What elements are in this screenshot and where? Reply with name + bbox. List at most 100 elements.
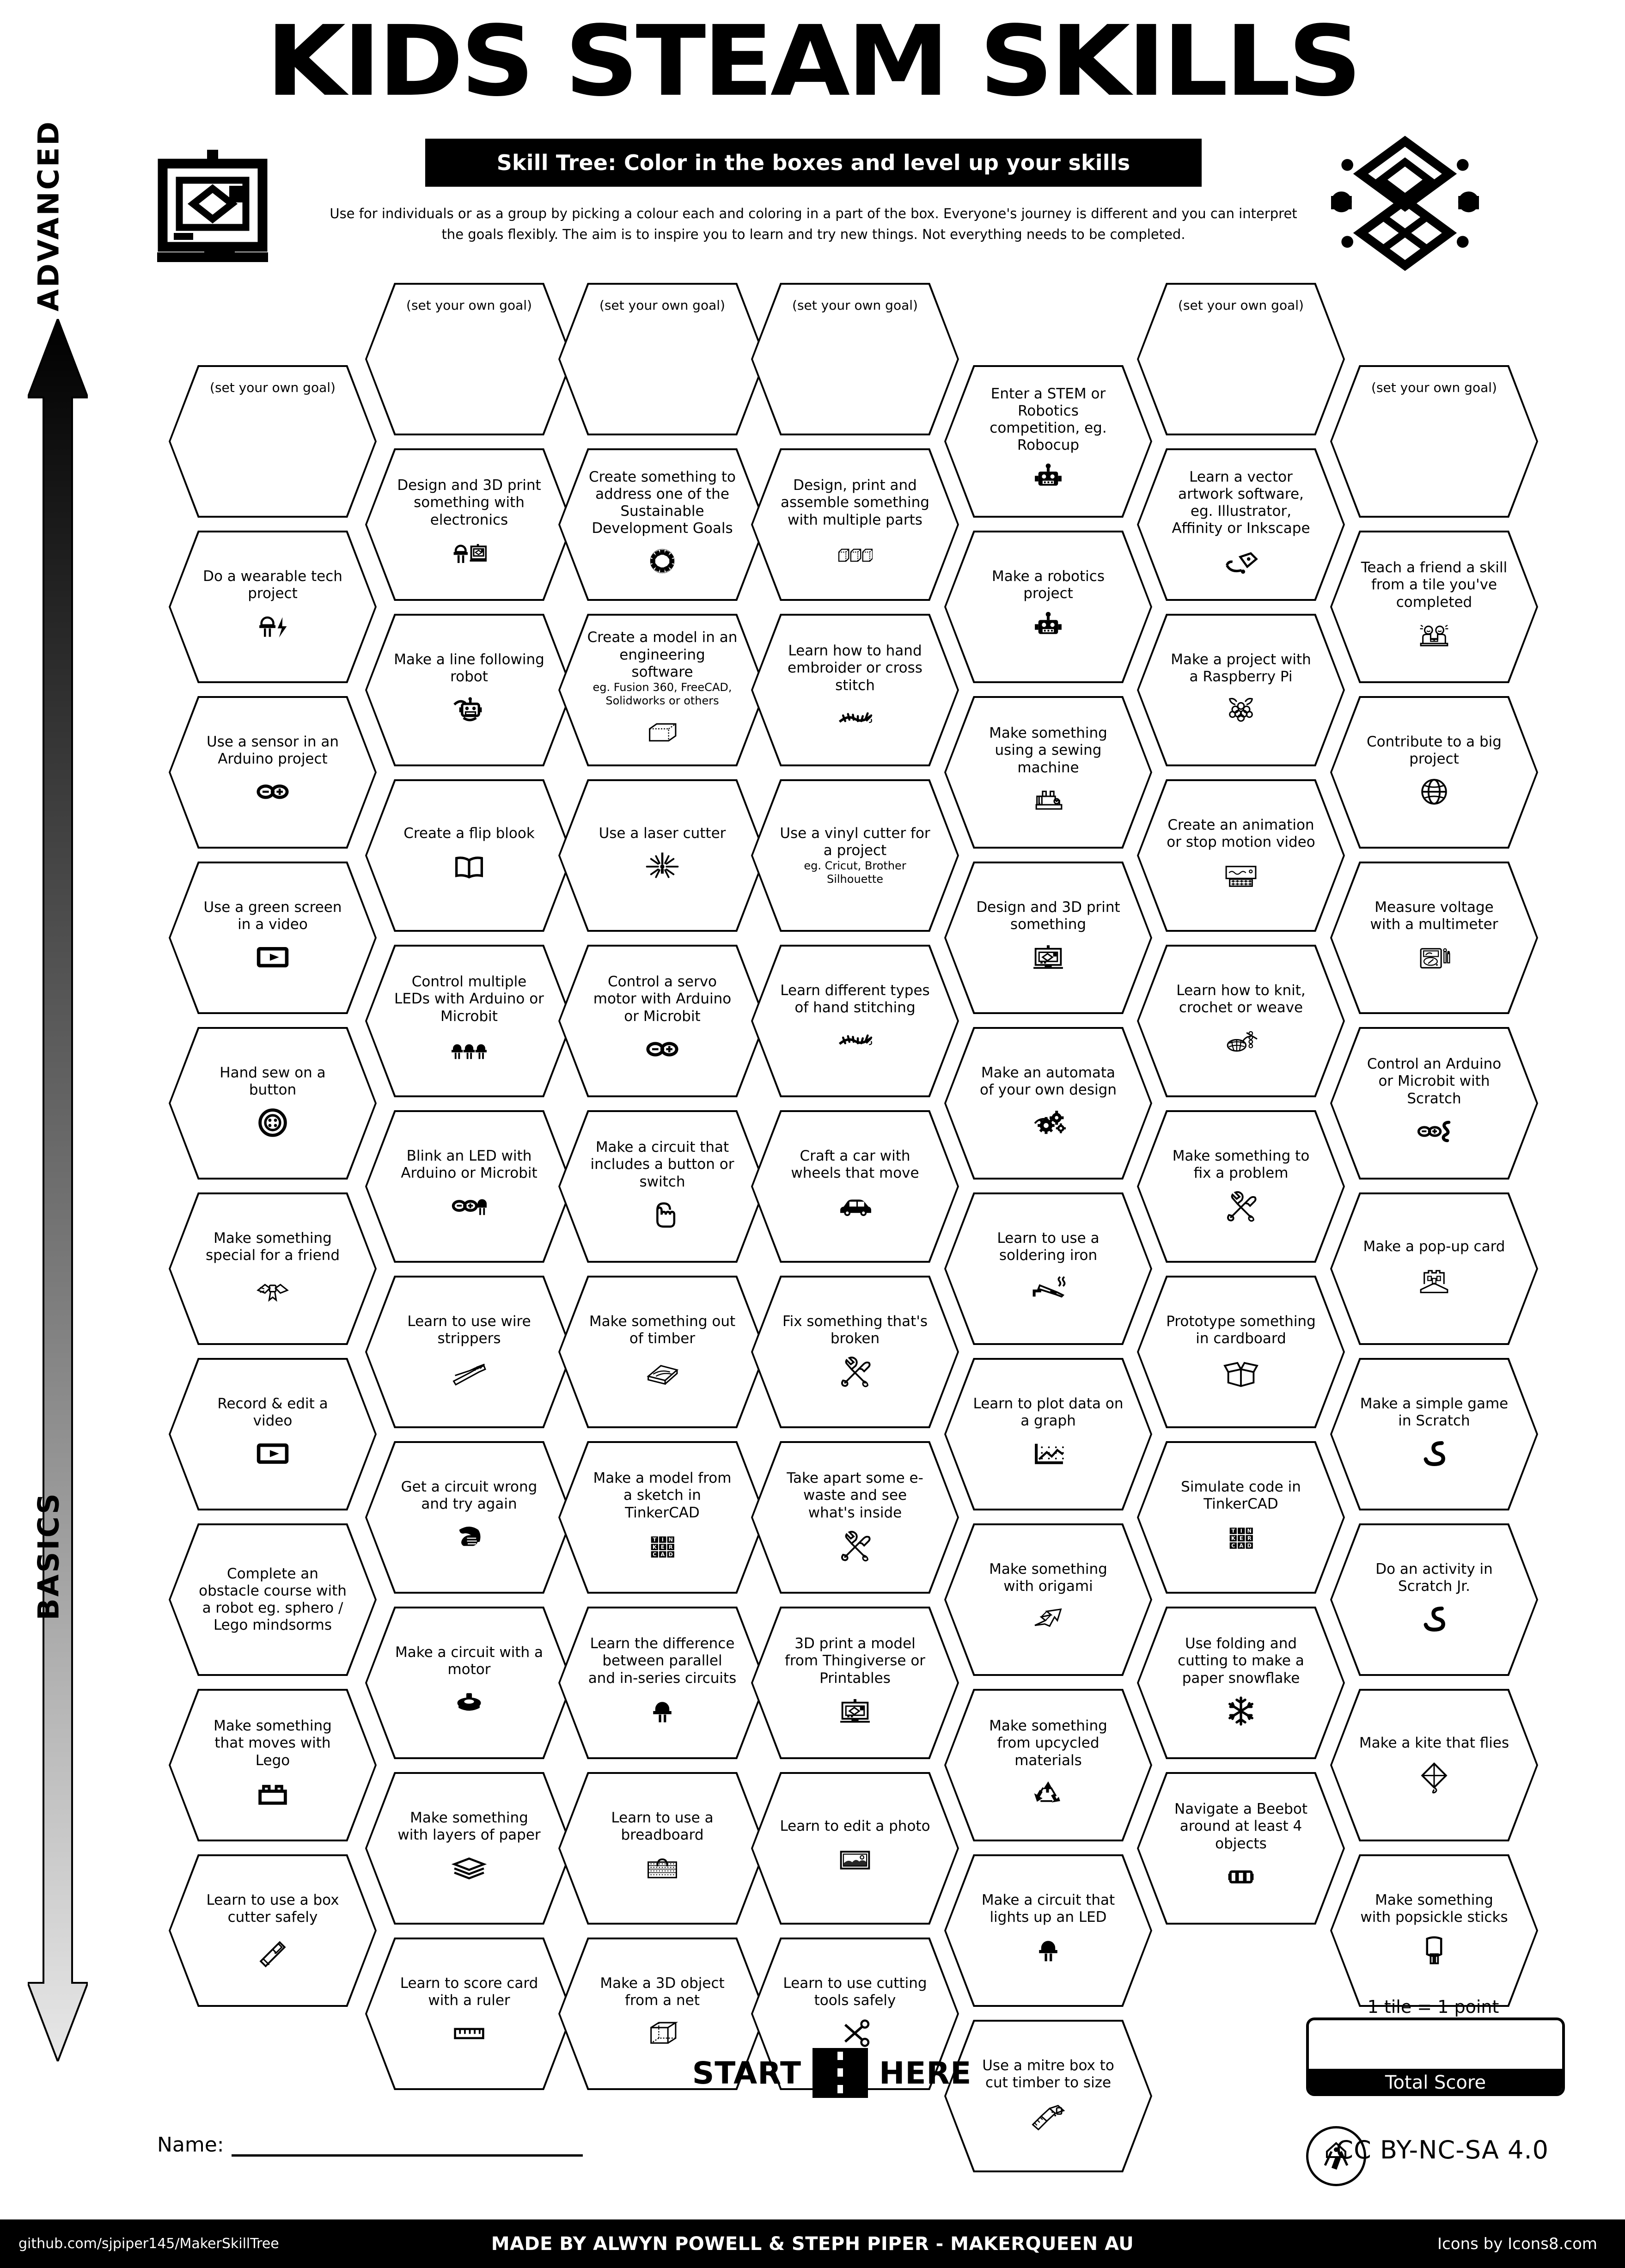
skill-tile[interactable]: Learn to use wire strippers bbox=[365, 1276, 573, 1428]
tile-fill-area[interactable] bbox=[1332, 1525, 1536, 1674]
tile-fill-area[interactable] bbox=[753, 1443, 957, 1592]
tile-fill-area[interactable] bbox=[1139, 285, 1343, 434]
skill-tile[interactable]: (set your own goal) bbox=[751, 283, 959, 435]
tile-fill-area[interactable] bbox=[1139, 1443, 1343, 1592]
tile-fill-area[interactable] bbox=[171, 1856, 375, 2005]
skill-tile[interactable]: Make a line following robot bbox=[365, 614, 573, 766]
skill-tile[interactable]: Learn to use a soldering iron bbox=[944, 1192, 1152, 1345]
tile-fill-area[interactable] bbox=[753, 616, 957, 764]
tile-fill-area[interactable] bbox=[367, 1939, 571, 2088]
tile-fill-area[interactable] bbox=[367, 285, 571, 434]
skill-tile[interactable]: Use folding and cutting to make a paper … bbox=[1137, 1607, 1345, 1759]
skill-tile[interactable]: Design and 3D print something bbox=[944, 862, 1152, 1014]
skill-tile[interactable]: Design, print and assemble something wit… bbox=[751, 448, 959, 601]
skill-tile[interactable]: (set your own goal) bbox=[1137, 283, 1345, 435]
tile-fill-area[interactable] bbox=[367, 616, 571, 764]
tile-fill-area[interactable] bbox=[560, 1939, 764, 2088]
skill-tile[interactable]: Prototype something in cardboard bbox=[1137, 1276, 1345, 1428]
tile-fill-area[interactable] bbox=[946, 1029, 1150, 1178]
tile-fill-area[interactable] bbox=[560, 1608, 764, 1757]
skill-tile[interactable]: Make a 3D object from a net bbox=[558, 1938, 766, 2090]
skill-tile[interactable]: 3D print a model from Thingiverse or Pri… bbox=[751, 1607, 959, 1759]
skill-tile[interactable]: Make a circuit that includes a button or… bbox=[558, 1110, 766, 1263]
skill-tile[interactable]: Make a pop-up card bbox=[1330, 1192, 1538, 1345]
tile-fill-area[interactable] bbox=[560, 1774, 764, 1923]
skill-tile[interactable]: Use a laser cutter bbox=[558, 779, 766, 932]
tile-fill-area[interactable] bbox=[1332, 532, 1536, 681]
skill-tile[interactable]: Make something to fix a problem bbox=[1137, 1110, 1345, 1263]
tile-fill-area[interactable] bbox=[1332, 1194, 1536, 1343]
tile-fill-area[interactable] bbox=[367, 1112, 571, 1261]
tile-fill-area[interactable] bbox=[753, 1112, 957, 1261]
name-field[interactable]: Name: bbox=[157, 2133, 583, 2157]
skill-tile[interactable]: Make a circuit that lights up an LED bbox=[944, 1854, 1152, 2007]
skill-tile[interactable]: Make a simple game in Scratch bbox=[1330, 1358, 1538, 1510]
tile-fill-area[interactable] bbox=[560, 450, 764, 599]
tile-fill-area[interactable] bbox=[753, 781, 957, 930]
skill-tile[interactable]: Learn how to knit, crochet or weave bbox=[1137, 945, 1345, 1097]
total-score-box[interactable]: Total Score bbox=[1306, 2017, 1565, 2096]
skill-tile[interactable]: Make something that moves with Lego bbox=[169, 1689, 377, 1841]
tile-fill-area[interactable] bbox=[753, 947, 957, 1095]
skill-tile[interactable]: Teach a friend a skill from a tile you'v… bbox=[1330, 531, 1538, 683]
skill-tile[interactable]: Make an automata of your own design bbox=[944, 1027, 1152, 1180]
tile-fill-area[interactable] bbox=[1139, 616, 1343, 764]
skill-tile[interactable]: (set your own goal) bbox=[558, 283, 766, 435]
tile-fill-area[interactable] bbox=[171, 698, 375, 847]
tile-fill-area[interactable] bbox=[171, 1525, 375, 1674]
skill-tile[interactable]: Do a wearable tech project bbox=[169, 531, 377, 683]
tile-fill-area[interactable] bbox=[171, 863, 375, 1012]
skill-tile[interactable]: Learn to plot data on a graph bbox=[944, 1358, 1152, 1510]
skill-tile[interactable]: Contribute to a big project bbox=[1330, 696, 1538, 849]
skill-tile[interactable]: (set your own goal) bbox=[1330, 365, 1538, 518]
tile-fill-area[interactable] bbox=[946, 367, 1150, 516]
skill-tile[interactable]: Use a sensor in an Arduino project bbox=[169, 696, 377, 849]
tile-fill-area[interactable] bbox=[560, 616, 764, 764]
tile-fill-area[interactable] bbox=[560, 285, 764, 434]
tile-fill-area[interactable] bbox=[171, 1360, 375, 1509]
skill-tile[interactable]: Fix something that's broken bbox=[751, 1276, 959, 1428]
tile-fill-area[interactable] bbox=[753, 1774, 957, 1923]
skill-tile[interactable]: Create a model in an engineering softwar… bbox=[558, 614, 766, 766]
tile-fill-area[interactable] bbox=[1332, 1029, 1536, 1178]
tile-fill-area[interactable] bbox=[946, 1525, 1150, 1674]
skill-tile[interactable]: Use a mitre box to cut timber to size bbox=[944, 2020, 1152, 2172]
skill-tile[interactable]: Blink an LED with Arduino or Microbit bbox=[365, 1110, 573, 1263]
tile-fill-area[interactable] bbox=[560, 1443, 764, 1592]
skill-tile[interactable]: Control a servo motor with Arduino or Mi… bbox=[558, 945, 766, 1097]
tile-fill-area[interactable] bbox=[946, 1856, 1150, 2005]
skill-tile[interactable]: Learn different types of hand stitching bbox=[751, 945, 959, 1097]
tile-fill-area[interactable] bbox=[367, 1774, 571, 1923]
skill-tile[interactable]: Make something with layers of paper bbox=[365, 1772, 573, 1925]
tile-fill-area[interactable] bbox=[1332, 1360, 1536, 1509]
skill-tile[interactable]: Learn to score card with a ruler bbox=[365, 1938, 573, 2090]
tile-fill-area[interactable] bbox=[946, 2022, 1150, 2170]
skill-tile[interactable]: Make something with origami bbox=[944, 1523, 1152, 1676]
skill-tile[interactable]: Make something special for a friend bbox=[169, 1192, 377, 1345]
skill-tile[interactable]: Make something out of timber bbox=[558, 1276, 766, 1428]
tile-fill-area[interactable] bbox=[946, 863, 1150, 1012]
skill-tile[interactable]: Learn to edit a photo bbox=[751, 1772, 959, 1925]
skill-tile[interactable]: Make a circuit with a motor bbox=[365, 1607, 573, 1759]
tile-fill-area[interactable] bbox=[1139, 781, 1343, 930]
tile-fill-area[interactable] bbox=[171, 367, 375, 516]
skill-tile[interactable]: Learn to use a box cutter safely bbox=[169, 1854, 377, 2007]
total-score-input[interactable] bbox=[1309, 2020, 1562, 2069]
skill-tile[interactable]: Take apart some e-waste and see what's i… bbox=[751, 1441, 959, 1594]
skill-tile[interactable]: Complete an obstacle course with a robot… bbox=[169, 1523, 377, 1676]
tile-fill-area[interactable] bbox=[560, 947, 764, 1095]
tile-fill-area[interactable] bbox=[1139, 1278, 1343, 1426]
skill-tile[interactable]: Use a vinyl cutter for a project eg. Cric… bbox=[751, 779, 959, 932]
tile-fill-area[interactable] bbox=[946, 698, 1150, 847]
tile-fill-area[interactable] bbox=[171, 532, 375, 681]
tile-fill-area[interactable] bbox=[753, 1608, 957, 1757]
skill-tile[interactable]: Learn how to hand embroider or cross sti… bbox=[751, 614, 959, 766]
tile-fill-area[interactable] bbox=[753, 285, 957, 434]
skill-tile[interactable]: Make a project with a Raspberry Pi bbox=[1137, 614, 1345, 766]
tile-fill-area[interactable] bbox=[171, 1029, 375, 1178]
skill-tile[interactable]: Learn the difference between parallel an… bbox=[558, 1607, 766, 1759]
tile-fill-area[interactable] bbox=[367, 1608, 571, 1757]
tile-fill-area[interactable] bbox=[560, 1112, 764, 1261]
tile-fill-area[interactable] bbox=[1139, 450, 1343, 599]
skill-tile[interactable]: Measure voltage with a multimeter bbox=[1330, 862, 1538, 1014]
